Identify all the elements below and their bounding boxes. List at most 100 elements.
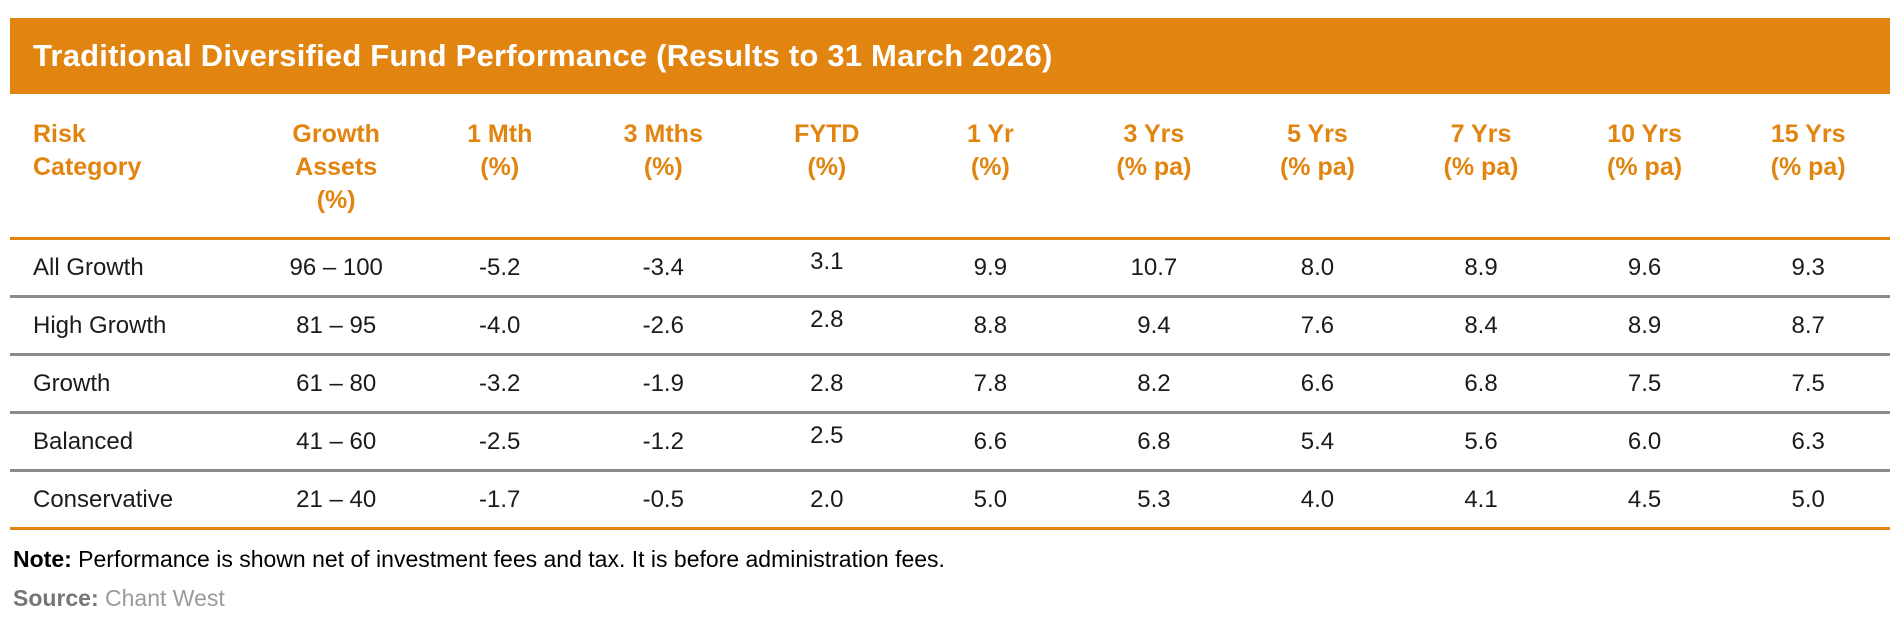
value-cell: 8.2: [1072, 355, 1236, 413]
cell-text: -0.5: [642, 485, 684, 513]
column-header: Growth Assets (%): [292, 120, 380, 214]
value-cell: 8.7: [1726, 297, 1890, 355]
table-row: High Growth 81 – 95 -4.0 -2.6 2.8 8.8 9.4 7.6 8.…: [10, 296, 1890, 355]
value-cell: 9.9: [909, 239, 1073, 297]
cell-text: 2.8: [810, 369, 844, 397]
cell-text: 8.8: [973, 311, 1008, 339]
column-header: 10 Yrs (% pa): [1607, 120, 1683, 181]
cell-text: 5.3: [1137, 485, 1171, 513]
column-header: 3 Yrs (% pa): [1116, 120, 1192, 181]
cell-text: 2.5: [810, 421, 844, 449]
cell-text: 6.6: [973, 427, 1008, 455]
cell-text: All Growth: [33, 253, 144, 281]
value-cell: 5.3: [1072, 471, 1236, 529]
cell-text: -1.9: [642, 369, 684, 397]
value-cell: 6.8: [1072, 413, 1236, 471]
value-cell: 6.6: [909, 413, 1073, 471]
risk-category-cell: Balanced: [10, 413, 254, 471]
cell-text: 8.9: [1627, 311, 1662, 339]
cell-text: 6.3: [1791, 427, 1825, 455]
cell-text: 6.8: [1464, 369, 1498, 397]
cell-text: 7.5: [1791, 369, 1825, 397]
cell-text: 61 – 80: [296, 369, 377, 397]
value-cell: -3.4: [582, 239, 746, 297]
risk-category-cell: High Growth: [10, 297, 254, 355]
cell-text: 7.8: [973, 369, 1008, 397]
cell-text: 8.9: [1464, 253, 1498, 281]
cell-text: 4.5: [1627, 485, 1662, 513]
value-cell: 5.6: [1399, 413, 1563, 471]
column-header: 1 Mth (%): [467, 120, 533, 181]
cell-text: 4.1: [1464, 485, 1498, 513]
cell-text: -1.2: [642, 427, 684, 455]
cell-text: 7.6: [1300, 311, 1335, 339]
value-cell: 9.6: [1563, 239, 1727, 297]
cell-text: 9.4: [1137, 311, 1171, 339]
column-header: 3 Mths (%): [623, 120, 703, 181]
cell-text: 8.0: [1300, 253, 1335, 281]
column-header: 5 Yrs (% pa): [1279, 120, 1355, 181]
table-row: Balanced 41 – 60 -2.5 -1.2 2.5 6.6 6.8 5.4 5.6 6.…: [10, 412, 1890, 471]
value-cell: 3.1: [745, 239, 909, 297]
column-header: 15 Yrs (% pa): [1770, 120, 1846, 181]
column-header: Risk Category: [33, 120, 142, 181]
value-cell: 8.9: [1399, 239, 1563, 297]
value-cell: 8.4: [1399, 297, 1563, 355]
cell-text: 8.7: [1791, 311, 1825, 339]
table-header: Risk Category Growth Assets (%) 1 Mth (%) 3…: [10, 94, 1890, 239]
cell-text: 5.0: [973, 485, 1008, 513]
cell-text: 7.5: [1627, 369, 1662, 397]
value-cell: 8.9: [1563, 297, 1727, 355]
value-cell: -1.7: [418, 471, 582, 529]
cell-text: 5.4: [1300, 427, 1335, 455]
value-cell: 41 – 60: [254, 413, 418, 471]
cell-text: 5.0: [1791, 485, 1825, 513]
value-cell: 4.0: [1236, 471, 1400, 529]
value-cell: 6.6: [1236, 355, 1400, 413]
cell-text: 9.6: [1627, 253, 1662, 281]
value-cell: 6.0: [1563, 413, 1727, 471]
cell-text: 10.7: [1130, 253, 1178, 281]
value-cell: 8.8: [909, 297, 1073, 355]
cell-text: 8.2: [1137, 369, 1171, 397]
note-line: Note: Performance is shown net of invest…: [13, 546, 1890, 573]
cell-text: 6.8: [1137, 427, 1171, 455]
table-body: All Growth 96 – 100 -5.2 -3.4 3.1 9.9 10.7 8.0 8…: [10, 239, 1890, 529]
value-cell: -2.5: [418, 413, 582, 471]
value-cell: 4.5: [1563, 471, 1727, 529]
cell-text: 9.9: [973, 253, 1008, 281]
table-row: All Growth 96 – 100 -5.2 -3.4 3.1 9.9 10.7 8.0 8…: [10, 239, 1890, 297]
value-cell: 6.8: [1399, 355, 1563, 413]
value-cell: -4.0: [418, 297, 582, 355]
cell-text: -2.5: [479, 427, 521, 455]
value-cell: -3.2: [418, 355, 582, 413]
cell-text: 2.8: [810, 305, 844, 333]
table-row: Growth 61 – 80 -3.2 -1.9 2.8 7.8 8.2 6.6 6.8 7.5 7…: [10, 354, 1890, 413]
value-cell: 9.4: [1072, 297, 1236, 355]
cell-text: 81 – 95: [296, 311, 377, 339]
value-cell: 7.5: [1726, 355, 1890, 413]
value-cell: 61 – 80: [254, 355, 418, 413]
cell-text: -3.2: [479, 369, 521, 397]
source-text: Chant West: [98, 585, 225, 611]
cell-text: -1.7: [479, 485, 521, 513]
cell-text: Balanced: [33, 427, 134, 455]
risk-category-cell: Conservative: [10, 471, 254, 529]
table-row: Conservative 21 – 40 -1.7 -0.5 2.0 5.0 5.3 4.0 4…: [10, 470, 1890, 529]
value-cell: 8.0: [1236, 239, 1400, 297]
source-line: Source: Chant West: [13, 585, 1890, 612]
value-cell: 5.0: [1726, 471, 1890, 529]
value-cell: 7.8: [909, 355, 1073, 413]
cell-text: 21 – 40: [296, 485, 377, 513]
value-cell: -2.6: [582, 297, 746, 355]
note-text: Performance is shown net of investment f…: [71, 546, 945, 572]
cell-text: 5.6: [1464, 427, 1498, 455]
value-cell: 9.3: [1726, 239, 1890, 297]
value-cell: 6.3: [1726, 413, 1890, 471]
value-cell: -1.2: [582, 413, 746, 471]
cell-text: 4.0: [1300, 485, 1335, 513]
value-cell: 2.5: [745, 413, 909, 471]
value-cell: 2.8: [745, 297, 909, 355]
value-cell: 21 – 40: [254, 471, 418, 529]
cell-text: 6.0: [1627, 427, 1662, 455]
